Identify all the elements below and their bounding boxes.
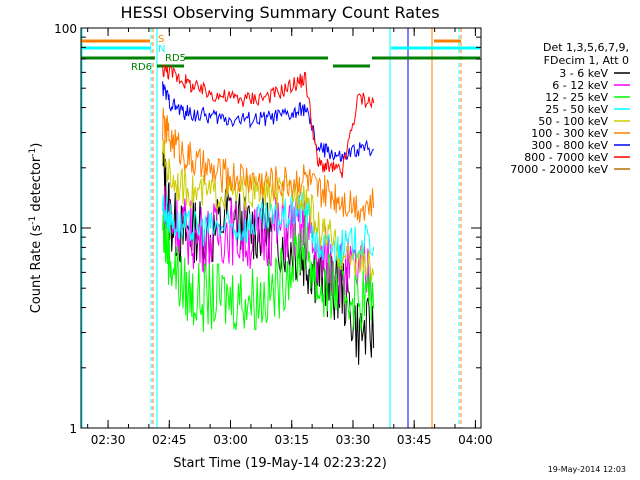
legend-label: 6 - 12 keV <box>552 79 608 92</box>
flag-label-rd5: RD5 <box>165 53 186 64</box>
x-axis-label: Start Time (19-May-14 02:23:22) <box>173 456 387 471</box>
y-axis-label-main: Count Rate (s <box>29 225 44 314</box>
y-tick-label: 10 <box>62 222 77 236</box>
series-line <box>162 81 375 162</box>
x-axis-ticks: 02:30 02:45 03:00 03:15 03:30 03:45 04:00 <box>87 28 493 447</box>
series-line <box>162 107 375 223</box>
legend-label: 12 - 25 keV <box>545 91 608 104</box>
legend-label: 25 - 50 keV <box>545 103 608 116</box>
legend-header-decimation: FDecim 1, Att 0 <box>544 54 629 67</box>
x-tick-label: 03:30 <box>336 433 371 447</box>
y-axis-label-exp2: -1 <box>28 148 38 157</box>
flag-label-rd6: RD6 <box>131 62 152 73</box>
legend-label: 100 - 300 keV <box>531 127 608 140</box>
legend-label: 300 - 800 keV <box>531 139 608 152</box>
y-tick-label: 1 <box>69 422 77 436</box>
y-axis-label: Count Rate (s-1 detector-1) <box>28 143 44 314</box>
flag-label-s: S <box>158 34 164 45</box>
x-tick-label: 02:45 <box>152 433 187 447</box>
x-tick-label: 03:45 <box>397 433 432 447</box>
y-axis-label-exp1: -1 <box>28 216 38 225</box>
chart-title: HESSI Observing Summary Count Rates <box>120 3 439 22</box>
flag-label-n: N <box>158 44 165 55</box>
y-axis-ticks: 1 10 100 <box>54 22 481 436</box>
series-line <box>162 138 375 282</box>
legend-header-detectors: Det 1,3,5,6,7,9, <box>543 41 629 54</box>
legend-label: 3 - 6 keV <box>559 67 608 80</box>
series-layer <box>162 64 375 365</box>
legend-label: 800 - 7000 keV <box>524 151 608 164</box>
x-tick-label: 04:00 <box>458 433 493 447</box>
legend-label: 7000 - 20000 keV <box>510 163 608 176</box>
y-axis-label-mid: detector <box>29 156 44 216</box>
series-line <box>162 64 375 179</box>
y-tick-label: 100 <box>54 22 77 36</box>
x-tick-label: 02:30 <box>91 433 126 447</box>
legend-label: 50 - 100 keV <box>538 115 608 128</box>
series-line <box>162 185 374 305</box>
instrument-event-lines <box>81 28 462 428</box>
x-tick-label: 03:00 <box>213 433 248 447</box>
timestamp: 19-May-2014 12:03 <box>548 465 626 474</box>
series-line <box>162 209 375 333</box>
y-axis-label-end: ) <box>29 143 44 148</box>
x-tick-label: 03:15 <box>274 433 309 447</box>
flag-bars <box>81 39 480 68</box>
series-line <box>162 191 375 265</box>
